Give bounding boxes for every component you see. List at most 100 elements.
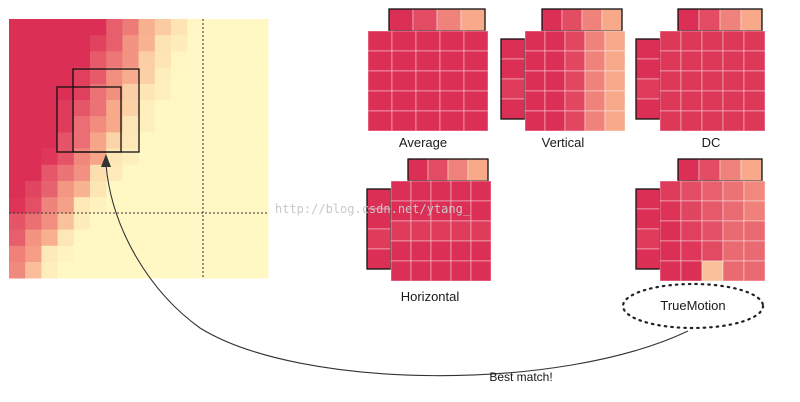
vertical-label: Vertical: [542, 135, 585, 150]
frame-pixel: [106, 51, 123, 68]
frame-pixel: [90, 83, 107, 101]
predicted-pixel: [680, 70, 703, 92]
predicted-pixel: [439, 50, 465, 72]
predicted-pixel: [367, 110, 393, 132]
frame-pixel: [122, 197, 139, 214]
predicted-pixel: [450, 180, 472, 202]
frame-pixel: [138, 116, 156, 133]
frame-pixel: [57, 51, 75, 68]
frame-pixel: [25, 116, 42, 133]
frame-pixel: [25, 245, 42, 263]
predicted-pixel: [544, 50, 566, 72]
frame-pixel: [106, 229, 123, 247]
frame-pixel: [90, 213, 107, 230]
frame-pixel: [57, 83, 75, 101]
frame-pixel: [187, 262, 204, 279]
frame-pixel: [252, 213, 269, 230]
predicted-pixel: [415, 30, 441, 52]
predicted-pixel: [701, 30, 724, 52]
prediction-block-outline: [56, 86, 122, 153]
frame-pixel: [106, 132, 123, 149]
predicted-pixel: [743, 90, 766, 112]
frame-pixel: [203, 262, 220, 279]
truemotion-highlight-ellipse: [621, 282, 765, 330]
predicted-pixel: [470, 240, 492, 262]
frame-pixel: [122, 148, 139, 166]
predicted-pixel: [564, 90, 586, 112]
frame-pixel: [219, 197, 237, 214]
frame-pixel: [90, 116, 107, 133]
frame-pixel: [171, 51, 188, 68]
predicted-pixel: [391, 110, 417, 132]
predicted-pixel: [430, 220, 452, 242]
predicted-pixel: [410, 260, 432, 282]
frame-pixel: [138, 245, 156, 263]
predicted-pixel: [391, 30, 417, 52]
frame-pixel: [235, 213, 253, 230]
predicted-pixel: [680, 110, 703, 132]
frame-pixel: [73, 164, 91, 182]
frame-pixel: [187, 19, 204, 36]
frame-pixel: [235, 229, 253, 247]
frame-pixel: [73, 19, 91, 36]
predicted-pixel: [584, 70, 606, 92]
frame-pixel: [154, 262, 172, 279]
frame-pixel: [138, 213, 156, 230]
frame-pixel: [25, 51, 42, 68]
frame-pixel: [235, 197, 253, 214]
frame-pixel: [41, 67, 58, 85]
predicted-pixel: [722, 50, 745, 72]
predicted-pixel: [524, 110, 546, 132]
predicted-pixel: [544, 30, 566, 52]
frame-pixel: [90, 100, 107, 117]
neighbor-pixel-top: [601, 8, 623, 32]
predicted-pixel: [659, 50, 682, 72]
predicted-pixel: [584, 50, 606, 72]
frame-pixel: [25, 35, 42, 52]
frame-pixel: [252, 51, 269, 68]
frame-pixel: [154, 51, 172, 68]
neighbor-pixel-left: [500, 58, 526, 80]
frame-pixel: [235, 116, 253, 133]
predicted-pixel: [390, 180, 412, 202]
frame-pixel: [57, 164, 75, 182]
frame-pixel: [90, 67, 107, 85]
predicted-pixel: [701, 50, 724, 72]
frame-pixel: [106, 83, 123, 101]
predicted-pixel: [463, 90, 489, 112]
frame-pixel: [90, 19, 107, 36]
frame-pixel: [187, 213, 204, 230]
frame-pixel: [90, 229, 107, 247]
frame-pixel: [203, 19, 220, 36]
frame-pixel: [252, 116, 269, 133]
frame-pixel: [154, 213, 172, 230]
predicted-pixel: [415, 110, 441, 132]
predicted-pixel: [367, 70, 393, 92]
frame-pixel: [203, 51, 220, 68]
frame-pixel: [90, 197, 107, 214]
predicted-pixel: [430, 240, 452, 262]
predicted-pixel: [701, 180, 724, 202]
prediction-modes: [366, 8, 766, 282]
frame-pixel: [171, 245, 188, 263]
predicted-pixel: [584, 30, 606, 52]
predicted-pixel: [680, 220, 703, 242]
frame-pixel: [203, 164, 220, 182]
frame-pixel: [122, 213, 139, 230]
frame-pixel: [203, 132, 220, 149]
predicted-pixel: [544, 110, 566, 132]
frame-pixel: [41, 197, 58, 214]
neighbor-pixel-left: [500, 78, 526, 100]
frame-pixel: [219, 116, 237, 133]
neighbor-pixel-top: [740, 158, 763, 182]
frame-pixel: [171, 164, 188, 182]
arrow-head-icon: [101, 154, 111, 167]
predicted-pixel: [722, 200, 745, 222]
frame-pixel: [90, 35, 107, 52]
frame-pixel: [57, 116, 75, 133]
frame-pixel: [9, 213, 26, 230]
frame-pixel: [219, 245, 237, 263]
frame-pixel: [235, 83, 253, 101]
predicted-pixel: [701, 220, 724, 242]
predicted-pixel: [743, 110, 766, 132]
